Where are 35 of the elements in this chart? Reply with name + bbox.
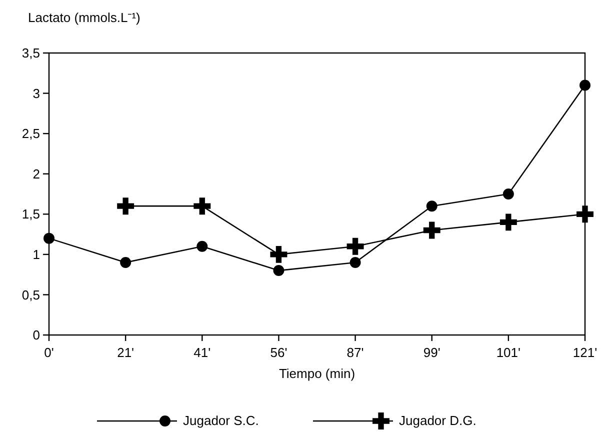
y-tick-label: 3,5: [22, 46, 40, 61]
x-tick-label: 0': [44, 345, 54, 360]
point: [196, 240, 208, 252]
x-tick-label: 87': [346, 345, 364, 360]
point: [194, 198, 211, 215]
y-tick-label: 2,5: [22, 126, 40, 142]
point: [273, 265, 284, 276]
y-tick-label: 2: [32, 166, 40, 182]
x-tick-label: 101': [496, 345, 521, 360]
point: [576, 206, 594, 223]
point: [44, 232, 54, 244]
x-tick-label: 56': [270, 345, 288, 360]
point: [120, 256, 132, 268]
y-tick-label: 1: [32, 246, 40, 262]
x-tick-label: 121': [572, 345, 598, 360]
x-tick-label: 41': [194, 345, 211, 360]
x-tick-label: 99': [423, 345, 440, 360]
point: [500, 214, 517, 231]
x-axis-title: Tiempo (min): [278, 366, 356, 381]
point: [423, 222, 440, 239]
x-tick-label: 21': [117, 345, 134, 360]
point: [346, 238, 364, 255]
point: [117, 198, 134, 215]
y-tick-label: 0,5: [22, 287, 40, 302]
legend-label: Jugador S.C.: [183, 413, 259, 428]
y-tick-label: 0: [32, 328, 40, 343]
y-tick-label: 3: [32, 86, 40, 101]
y-axis-title: Lactato (mmols.L⁻¹): [28, 10, 140, 25]
point: [580, 80, 590, 91]
point: [270, 246, 288, 263]
legend-label: Jugador D.G.: [399, 413, 476, 428]
point: [350, 256, 361, 268]
y-tick-label: 1,5: [22, 206, 40, 222]
point: [502, 188, 514, 200]
point: [426, 200, 438, 212]
